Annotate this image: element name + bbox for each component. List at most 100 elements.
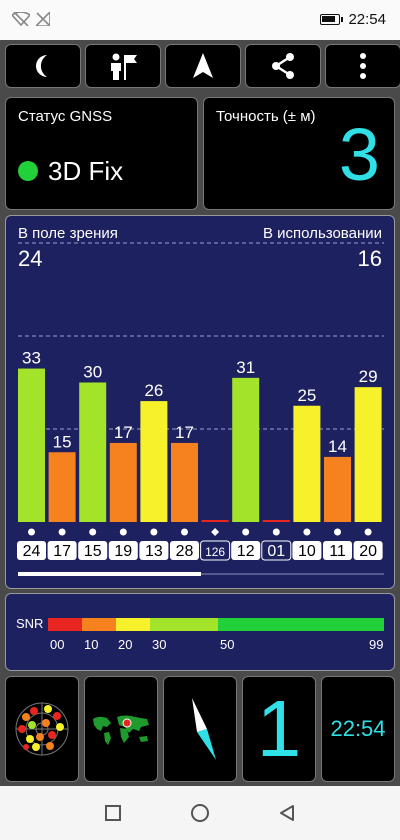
satellite-marker-dot bbox=[272, 528, 280, 536]
satellite-marker-dot bbox=[242, 528, 250, 536]
satellite-id-label: 28 bbox=[176, 543, 194, 560]
satellite-marker-dot bbox=[303, 528, 311, 536]
snr-tick: 99 bbox=[369, 637, 384, 652]
satellite-id-label: 24 bbox=[23, 543, 41, 560]
moon-icon bbox=[36, 55, 47, 77]
satellite-marker-dot bbox=[150, 528, 158, 536]
radar-button[interactable] bbox=[5, 676, 79, 782]
wifi-icon bbox=[12, 12, 30, 26]
person-flag-icon bbox=[111, 53, 137, 80]
night-mode-button[interactable] bbox=[5, 44, 81, 88]
position-flag-button[interactable] bbox=[85, 44, 161, 88]
satellite-snr-bar bbox=[140, 401, 168, 522]
satellite-snr-bar bbox=[79, 382, 107, 522]
accuracy-title: Точность (± м) bbox=[216, 108, 316, 125]
satellite-id-label: 10 bbox=[298, 543, 316, 560]
satellite-id-label: 126 bbox=[205, 545, 225, 559]
in-use-count: 16 bbox=[357, 246, 382, 271]
clock-button[interactable]: 22:54 bbox=[321, 676, 395, 782]
bar-value-label: 31 bbox=[236, 358, 255, 377]
satellite-id-label: 13 bbox=[145, 543, 163, 560]
compass-button[interactable] bbox=[163, 676, 237, 782]
satellite-bar-chart: 33 24 15 17 30 15 17 19 26 13 17 28 126 31 12 01 25 10 14 1… bbox=[17, 242, 384, 576]
fix-indicator-dot bbox=[18, 161, 38, 181]
satellite-snr-bar bbox=[262, 520, 290, 522]
share-icon bbox=[272, 53, 294, 79]
snr-tick: 00 bbox=[50, 637, 65, 652]
snr-label: SNR bbox=[16, 616, 44, 631]
satellite-marker-dot bbox=[28, 528, 35, 536]
gnss-status-title: Статус GNSS bbox=[18, 108, 113, 125]
satellite-marker-dot bbox=[364, 528, 372, 536]
snr-color-scale bbox=[48, 618, 384, 631]
satellite-id-label: 17 bbox=[53, 543, 71, 560]
satellite-id-box bbox=[292, 541, 322, 560]
navigation-arrow-icon bbox=[193, 53, 213, 78]
back-triangle-icon[interactable] bbox=[279, 804, 295, 822]
share-button[interactable] bbox=[245, 44, 321, 88]
satellite-id-box bbox=[200, 540, 231, 561]
satellite-snr-bar bbox=[109, 442, 137, 522]
in-use-label: В использовании bbox=[263, 225, 382, 242]
snr-tick: 10 bbox=[84, 637, 99, 652]
satellite-snr-bar bbox=[293, 405, 321, 522]
satellite-snr-bar bbox=[354, 387, 382, 522]
satellite-id-box bbox=[17, 541, 46, 560]
satellite-snr-bar bbox=[232, 377, 260, 522]
satellite-marker-dot bbox=[89, 528, 97, 536]
map-button[interactable] bbox=[84, 676, 158, 782]
snr-tick: 20 bbox=[118, 637, 133, 652]
gps-status-app: Статус GNSS 3D Fix Точность (± м) 3 В по… bbox=[0, 40, 400, 786]
scroll-thumb[interactable] bbox=[18, 572, 201, 576]
gnss-status-card[interactable]: Статус GNSS 3D Fix bbox=[5, 97, 198, 210]
satellite-marker-dot bbox=[58, 528, 66, 536]
satellite-marker-dot bbox=[181, 528, 188, 536]
system-nav-bar bbox=[0, 786, 400, 840]
no-signal-icon bbox=[36, 12, 50, 26]
satellite-snr-bar bbox=[48, 452, 76, 522]
bar-value-label: 30 bbox=[83, 363, 102, 382]
satellite-id-box bbox=[231, 541, 261, 560]
satellite-snr-panel[interactable]: В поле зрения В использовании 24 16 33 24… bbox=[5, 215, 395, 589]
satellite-id-box bbox=[170, 541, 199, 560]
more-options-button[interactable] bbox=[325, 44, 400, 88]
radar-icon bbox=[15, 702, 69, 756]
bar-value-label: 26 bbox=[144, 381, 163, 400]
big-value-display: 1 bbox=[256, 684, 302, 773]
status-bar: 22:54 bbox=[0, 0, 400, 40]
snr-legend-panel: SNR 00 10 20 30 50 99 bbox=[5, 593, 395, 671]
satellite-marker-dot bbox=[334, 528, 341, 536]
accuracy-card[interactable]: Точность (± м) 3 bbox=[203, 97, 395, 210]
satellite-id-label: 01 bbox=[267, 543, 285, 560]
clock-display: 22:54 bbox=[330, 716, 386, 741]
accuracy-value: 3 bbox=[338, 113, 380, 196]
satellite-id-label: 20 bbox=[359, 543, 377, 560]
bar-value-label: 29 bbox=[359, 367, 378, 386]
recents-square-icon[interactable] bbox=[104, 805, 121, 821]
home-circle-icon[interactable] bbox=[190, 803, 210, 823]
satellite-id-box bbox=[139, 541, 169, 560]
world-map-icon bbox=[89, 711, 153, 747]
bar-value-label: 15 bbox=[53, 432, 72, 451]
satellite-marker-dot bbox=[119, 528, 127, 536]
battery-icon bbox=[320, 14, 344, 25]
compass-needle-icon bbox=[192, 698, 216, 760]
satellite-id-box bbox=[353, 541, 383, 560]
satellite-snr-bar bbox=[171, 442, 198, 522]
value-display-button[interactable]: 1 bbox=[242, 676, 316, 782]
more-vertical-icon bbox=[360, 53, 366, 79]
bar-value-label: 17 bbox=[175, 423, 194, 442]
status-time: 22:54 bbox=[348, 11, 386, 28]
toolbar bbox=[5, 44, 400, 88]
satellite-snr-bar bbox=[324, 456, 351, 522]
satellite-id-label: 19 bbox=[114, 543, 132, 560]
satellite-id-label: 12 bbox=[237, 543, 255, 560]
bar-value-label: 14 bbox=[328, 437, 347, 456]
gnss-status-value: 3D Fix bbox=[48, 156, 124, 186]
satellite-id-box bbox=[261, 540, 292, 561]
navigation-button[interactable] bbox=[165, 44, 241, 88]
satellite-id-box bbox=[323, 541, 352, 560]
bar-value-label: 33 bbox=[22, 349, 41, 368]
bottom-tools-row: 1 22:54 bbox=[5, 676, 395, 782]
snr-tick: 50 bbox=[220, 637, 235, 652]
